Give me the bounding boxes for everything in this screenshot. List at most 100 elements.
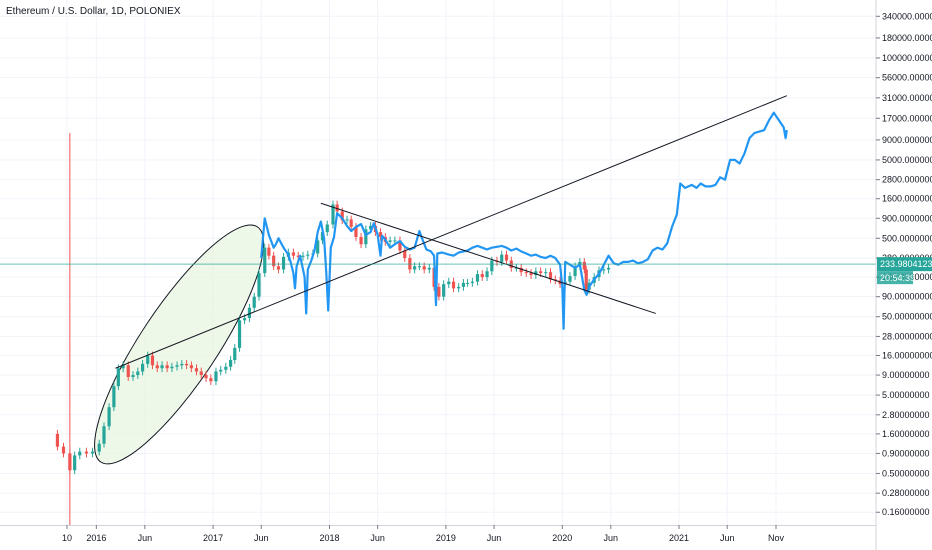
candle-body: [180, 363, 184, 366]
candle-body: [165, 365, 169, 369]
time-axis-tick-label: Jun: [370, 533, 385, 543]
candle-body: [107, 407, 111, 427]
candle-body: [247, 307, 252, 319]
time-axis-tick-label: Jun: [487, 533, 502, 543]
candle-body: [146, 355, 150, 364]
candle-body: [504, 254, 509, 261]
price-axis-tick-label: 5000.00000000: [882, 155, 932, 165]
candle-body: [568, 276, 572, 282]
time-axis-tick-label: 2021: [669, 533, 689, 543]
price-axis-tick-label: 31000.00000000: [882, 93, 932, 103]
price-axis-tick-label: 1.60000000: [882, 429, 930, 439]
candle-body: [55, 433, 60, 447]
price-axis-tick-label: 180000.00000000: [882, 33, 932, 43]
countdown-label: 20:54:39: [880, 273, 915, 283]
candle-body: [73, 455, 77, 471]
candle-body: [325, 224, 329, 233]
candle-body: [388, 240, 392, 242]
candle-body: [276, 266, 281, 270]
candle-body: [150, 355, 155, 366]
ellipse-annotation[interactable]: [69, 206, 289, 484]
candle-body: [548, 272, 553, 280]
trendlines[interactable]: [115, 95, 788, 369]
price-axis-tick-label: 0.28000000: [882, 488, 930, 498]
candle-body: [252, 296, 256, 308]
candle-body: [160, 365, 164, 369]
candle-body: [291, 252, 296, 256]
candle-body: [602, 269, 606, 271]
time-axis[interactable]: 10 2016 Jun 2017 Jun 2018 Jun 2019 Jun 2020 Jun 202…: [62, 525, 785, 543]
candle-body: [378, 232, 383, 237]
time-axis-tick-label: 2019: [436, 533, 456, 543]
candle-body: [584, 269, 588, 290]
candle-body: [68, 453, 72, 471]
candle-body: [485, 271, 489, 278]
candle-body: [480, 274, 484, 278]
candle-body: [335, 204, 339, 212]
candle-body: [340, 211, 344, 221]
chart-title: Ethereum / U.S. Dollar, 1D, POLONIEX: [6, 6, 181, 17]
candle-body: [175, 365, 179, 367]
candle-body: [61, 446, 66, 454]
price-axis-tick-label: 28.00000000: [882, 331, 932, 341]
candle-body: [457, 286, 461, 289]
candle-body: [131, 375, 135, 378]
candle-body: [209, 378, 213, 382]
candle-body: [369, 225, 373, 230]
candle-body: [354, 226, 358, 237]
candle-body: [544, 272, 548, 274]
candle-body: [306, 254, 310, 256]
price-axis-tick-label: 50.00000000: [882, 312, 932, 322]
candle-body: [97, 443, 101, 452]
candle-body: [199, 371, 203, 376]
candle-body: [194, 368, 199, 372]
price-axis-tick-label: 9.00000000: [882, 370, 930, 380]
candle-body: [393, 240, 397, 242]
candle-body: [403, 250, 407, 259]
candle-body: [364, 229, 368, 245]
time-axis-tick-label: 10: [62, 533, 72, 543]
candle-body: [112, 386, 116, 408]
candle-body: [272, 255, 276, 267]
time-axis-tick-label: Jun: [138, 533, 153, 543]
overlay-series: [260, 111, 788, 330]
candle-body: [296, 255, 300, 257]
candle-body: [102, 426, 106, 444]
candle-body: [136, 371, 140, 376]
candle-body: [465, 282, 470, 284]
trendline: [320, 202, 656, 314]
price-axis-tick-label: 16.00000000: [882, 350, 932, 360]
candle-body: [331, 204, 335, 225]
candle-body: [461, 282, 466, 287]
candle-body: [257, 273, 261, 297]
candle-body: [281, 256, 286, 270]
overlay-line: [260, 111, 788, 330]
time-axis-tick-label: 2020: [552, 533, 572, 543]
candle-body: [185, 363, 189, 366]
price-axis-tick-label: 9000.00000000: [882, 135, 932, 145]
ellipse-shape: [94, 224, 265, 465]
candle-body: [451, 281, 456, 289]
candle-body: [500, 254, 504, 262]
current-price-badge-box: [877, 257, 932, 272]
price-axis-tick-label: 340000.00000000: [882, 11, 932, 21]
candle-body: [229, 360, 233, 367]
candle-body: [359, 236, 363, 245]
candle-body: [582, 261, 586, 270]
candle-body: [437, 286, 441, 297]
candle-body: [470, 281, 474, 283]
candle-body: [349, 219, 353, 227]
current-price-badge: 233.98041230 20:54:39: [877, 257, 932, 285]
candle-body: [170, 366, 174, 369]
candle-body: [90, 451, 95, 454]
price-axis-tick-label: 0.16000000: [882, 507, 930, 517]
candle-body: [237, 320, 242, 348]
price-axis-tick-label: 2.80000000: [882, 410, 930, 420]
candle-body: [316, 240, 320, 254]
candle-body: [422, 266, 426, 270]
candle-body: [301, 255, 305, 257]
candle-body: [84, 451, 89, 454]
candle-body: [398, 240, 402, 251]
countdown-badge-box: [877, 271, 913, 285]
